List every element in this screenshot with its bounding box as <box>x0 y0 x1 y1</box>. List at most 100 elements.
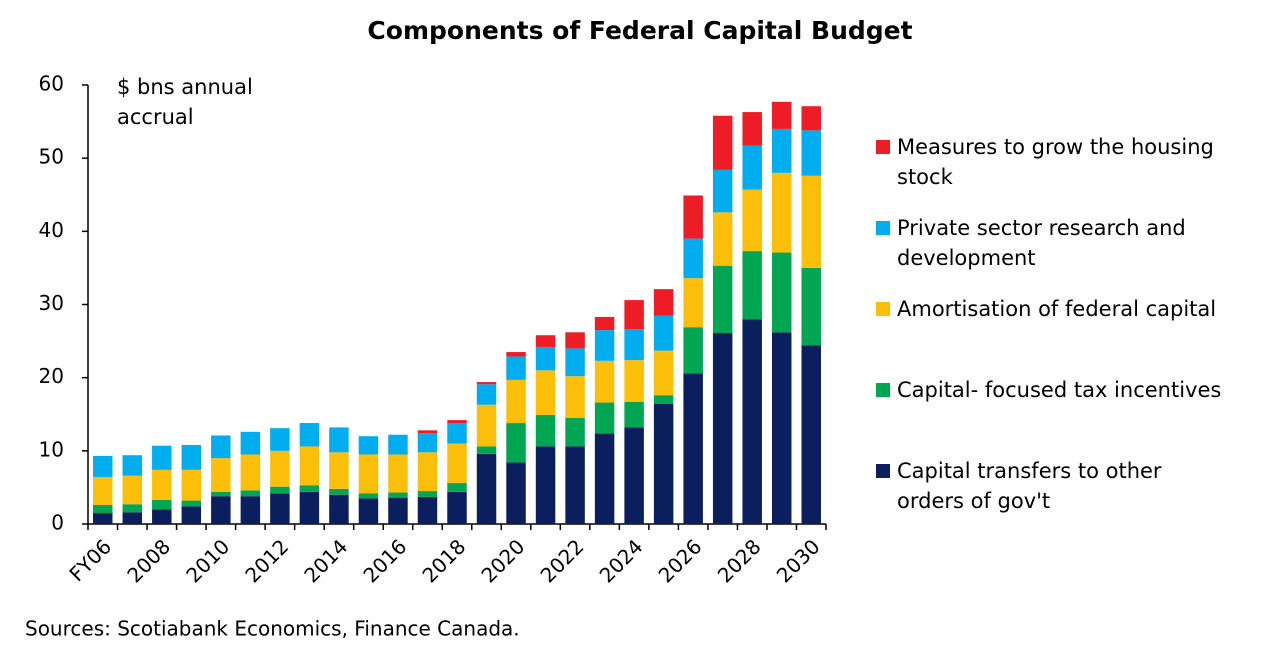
bar-segment <box>181 500 202 507</box>
bar-segment <box>93 513 113 524</box>
bar-segment <box>742 145 762 190</box>
bar-segment <box>594 330 615 361</box>
bar-segment <box>624 329 644 361</box>
y-tick-label: 10 <box>39 437 64 461</box>
bar-segment <box>240 496 261 524</box>
x-tick-label: 2030 <box>772 534 825 587</box>
bar-segment <box>742 319 762 524</box>
bar-segment <box>535 414 556 447</box>
legend-swatch <box>876 302 890 316</box>
bar-segment <box>417 491 438 497</box>
bar-segment <box>594 433 615 524</box>
bar-segment <box>712 265 733 334</box>
bar-segment <box>506 462 526 524</box>
bar-segment <box>270 493 290 524</box>
bar-segment <box>742 112 762 146</box>
chart-title: Components of Federal Capital Budget <box>367 16 912 45</box>
bar-segment <box>535 335 556 347</box>
bar-segment <box>447 443 467 484</box>
y-tick-label: 50 <box>39 145 64 169</box>
bar-segment <box>299 423 320 447</box>
bar-segment <box>299 446 320 486</box>
y-tick-label: 20 <box>39 364 64 388</box>
bar-segment <box>624 300 644 330</box>
bar-segment <box>329 427 349 453</box>
bar-segment <box>653 350 674 396</box>
bar-segment <box>801 130 821 176</box>
legend-label: Measures to grow the housing stock <box>897 135 1214 189</box>
legend-label: Amortisation of federal capital <box>897 297 1217 321</box>
bar-segment <box>93 455 113 478</box>
bar-segment <box>152 509 172 524</box>
bar-segment <box>565 376 585 418</box>
bar-segment <box>476 453 497 524</box>
bar-segment <box>801 106 821 131</box>
bar-segment <box>653 404 674 524</box>
bar-segment <box>417 433 438 453</box>
bar-segment <box>329 488 349 495</box>
bar-segment <box>181 469 202 501</box>
bar-segment <box>771 252 792 333</box>
bar-segment <box>152 499 172 510</box>
bar-segment <box>506 356 526 380</box>
x-tick-label: 2026 <box>654 534 707 587</box>
bar-segment <box>447 423 467 444</box>
bar-segment <box>506 379 526 424</box>
bar-segment <box>417 452 438 492</box>
legend-swatch <box>876 464 890 478</box>
bar-segment <box>742 251 762 320</box>
bar-segment <box>801 267 821 346</box>
x-tick-label: 2022 <box>536 534 589 587</box>
bar-segment <box>476 446 497 454</box>
bar-segment <box>771 128 792 173</box>
bar-segment <box>447 491 467 524</box>
bar-segment <box>565 332 585 349</box>
bar-segment <box>712 333 733 524</box>
bar-segment <box>476 384 497 405</box>
bar-segment <box>329 494 349 524</box>
bar-segment <box>535 346 556 371</box>
x-tick-label: 2018 <box>417 534 470 587</box>
x-tick-label: FY06 <box>64 534 116 586</box>
bar-segment <box>712 115 733 170</box>
bar-segment <box>388 434 408 455</box>
bar-segment <box>181 506 202 524</box>
legend-swatch <box>876 383 890 397</box>
x-tick-label: 2010 <box>181 534 234 587</box>
bar-segment <box>299 485 320 492</box>
bar-segment <box>329 452 349 489</box>
x-tick-label: 2024 <box>595 534 648 587</box>
bar-segment <box>594 402 615 434</box>
bar-segment <box>211 491 231 497</box>
legend-label: Capital transfers to other orders of gov… <box>897 459 1162 513</box>
bar-segment <box>152 469 172 500</box>
bar-segment <box>447 483 467 492</box>
bar-segment <box>476 382 497 385</box>
bar-segment <box>624 360 644 402</box>
bar-segment <box>358 493 379 499</box>
bar-segment <box>270 486 290 494</box>
bar-segment <box>476 404 497 447</box>
bar-segment <box>211 435 231 459</box>
source: Sources: Scotiabank Economics, Finance C… <box>25 617 520 641</box>
bar-segment <box>653 289 674 316</box>
bar-segment <box>122 504 143 513</box>
bar-segment <box>240 454 261 491</box>
bar-segment <box>211 496 231 524</box>
bar-segment <box>506 423 526 463</box>
bar-segment <box>771 332 792 524</box>
bar-segment <box>358 436 379 455</box>
bar-segment <box>358 498 379 524</box>
bar-segment <box>624 401 644 428</box>
bar-segment <box>122 512 143 524</box>
bar-segment <box>388 497 408 524</box>
x-tick-label: 2014 <box>299 534 352 587</box>
bar-segment <box>594 316 615 331</box>
x-tick-label: 2028 <box>713 534 766 587</box>
bar-segment <box>417 430 438 434</box>
bar-segment <box>653 315 674 351</box>
bar-segment <box>535 370 556 415</box>
bar-segment <box>447 420 467 424</box>
bar-segment <box>771 172 792 253</box>
